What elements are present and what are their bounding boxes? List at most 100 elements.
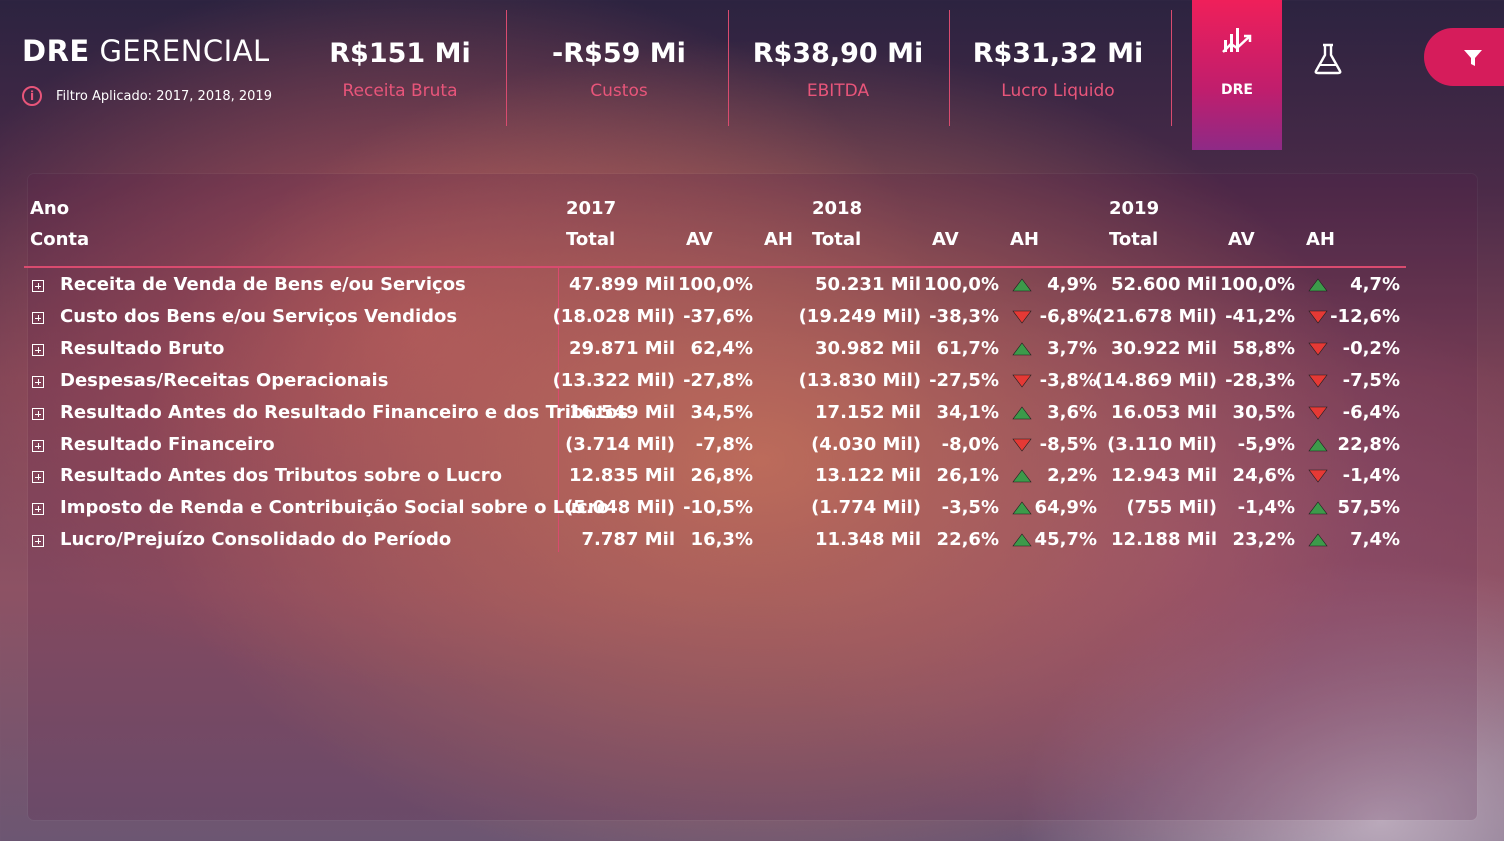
col-header-total[interactable]: Total bbox=[812, 229, 862, 250]
row-label: Resultado Antes do Resultado Financeiro … bbox=[60, 401, 629, 423]
cell-av-2018: 26,1% bbox=[936, 465, 999, 487]
table-row: Resultado Antes do Resultado Financeiro … bbox=[0, 402, 1504, 434]
table-row: Imposto de Renda e Contribuição Social s… bbox=[0, 497, 1504, 529]
kpi-value: R$151 Mi bbox=[329, 38, 471, 69]
kpi-divider bbox=[506, 10, 507, 126]
header-bar: DRE GERENCIAL i Filtro Aplicado: 2017, 2… bbox=[0, 0, 1504, 150]
title-light: GERENCIAL bbox=[99, 34, 270, 68]
cell-total-2017: 7.787 Mil bbox=[581, 529, 675, 551]
dre-button-label: DRE bbox=[1221, 82, 1253, 98]
expand-icon[interactable] bbox=[32, 375, 44, 388]
cell-total-2019: 52.600 Mil bbox=[1111, 274, 1217, 295]
cell-av-2017: 100,0% bbox=[678, 274, 753, 295]
cell-ah-2019: 22,8% bbox=[1337, 433, 1400, 455]
cell-total-2019: (755 Mil) bbox=[1126, 497, 1217, 519]
kpi-label: Receita Bruta bbox=[342, 81, 458, 101]
triangle-up-icon bbox=[1308, 438, 1328, 451]
row-label: Lucro/Prejuízo Consolidado do Período bbox=[60, 529, 452, 551]
info-icon[interactable]: i bbox=[22, 86, 42, 106]
expand-icon[interactable] bbox=[32, 535, 44, 548]
triangle-down-icon bbox=[1012, 310, 1032, 324]
expand-icon[interactable] bbox=[32, 439, 44, 452]
cell-total-2017: 16.549 Mil bbox=[569, 401, 675, 423]
triangle-down-icon bbox=[1308, 406, 1328, 420]
triangle-up-icon bbox=[1012, 342, 1032, 356]
cell-ah-2019: 57,5% bbox=[1337, 497, 1400, 519]
cell-total-2019: (14.869 Mil) bbox=[1094, 369, 1217, 391]
dre-nav-button[interactable]: DRE bbox=[1192, 0, 1282, 150]
expand-icon[interactable] bbox=[32, 311, 44, 324]
kpi-divider bbox=[1171, 10, 1172, 126]
cell-av-2018: 61,7% bbox=[936, 337, 999, 359]
year-header-2018[interactable]: 2018 bbox=[812, 198, 863, 219]
cell-av-2017: 26,8% bbox=[690, 465, 753, 487]
cell-total-2018: (13.830 Mil) bbox=[798, 369, 921, 391]
triangle-down-icon bbox=[1308, 470, 1328, 483]
kpi-custos: -R$59 Mi Custos bbox=[509, 38, 729, 101]
row-label: Despesas/Receitas Operacionais bbox=[60, 369, 389, 391]
cell-ah-2019: 4,7% bbox=[1350, 274, 1400, 295]
row-label: Imposto de Renda e Contribuição Social s… bbox=[60, 497, 609, 519]
filter-info: i Filtro Aplicado: 2017, 2018, 2019 bbox=[22, 86, 272, 106]
cell-ah-2018: 3,7% bbox=[1047, 337, 1097, 359]
table-row: Resultado Financeiro (3.714 Mil) -7,8% (4.0… bbox=[0, 434, 1504, 466]
expand-icon[interactable] bbox=[32, 407, 44, 420]
cell-av-2019: 58,8% bbox=[1232, 337, 1295, 359]
triangle-down-icon bbox=[1012, 438, 1032, 451]
cell-av-2017: 16,3% bbox=[690, 529, 753, 551]
expand-icon[interactable] bbox=[32, 280, 44, 292]
cell-av-2019: 30,5% bbox=[1232, 401, 1295, 423]
cell-av-2017: -7,8% bbox=[695, 433, 753, 455]
cell-total-2018: 30.982 Mil bbox=[815, 337, 921, 359]
cell-av-2019: 24,6% bbox=[1232, 465, 1295, 487]
col-header-ah[interactable]: AH bbox=[1010, 229, 1039, 250]
cell-total-2019: 12.943 Mil bbox=[1111, 465, 1217, 487]
expand-icon[interactable] bbox=[32, 471, 44, 484]
cell-total-2019: 30.922 Mil bbox=[1111, 337, 1217, 359]
cell-av-2018: 34,1% bbox=[936, 401, 999, 423]
cell-total-2018: 13.122 Mil bbox=[815, 465, 921, 487]
cell-av-2018: -27,5% bbox=[929, 369, 999, 391]
table-row: Resultado Bruto 29.871 Mil 62,4% 30.982 Mil… bbox=[0, 338, 1504, 370]
cell-ah-2019: 7,4% bbox=[1350, 529, 1400, 551]
cell-av-2019: 100,0% bbox=[1220, 274, 1295, 295]
row-label: Resultado Financeiro bbox=[60, 433, 275, 455]
table-row: Custo dos Bens e/ou Serviços Vendidos (18… bbox=[0, 306, 1504, 338]
triangle-up-icon bbox=[1308, 533, 1328, 547]
expand-icon[interactable] bbox=[32, 503, 44, 516]
cell-ah-2018: 45,7% bbox=[1034, 529, 1097, 551]
cell-av-2019: -28,3% bbox=[1225, 369, 1295, 391]
triangle-up-icon bbox=[1012, 406, 1032, 419]
cell-total-2018: (1.774 Mil) bbox=[811, 497, 921, 519]
filter-button[interactable] bbox=[1424, 28, 1504, 86]
column-divider bbox=[558, 268, 559, 552]
col-header-av[interactable]: AV bbox=[932, 229, 959, 250]
col-header-ah[interactable]: AH bbox=[764, 229, 793, 250]
expand-icon[interactable] bbox=[32, 343, 44, 356]
chart-trend-icon bbox=[1222, 28, 1252, 53]
cell-av-2019: -5,9% bbox=[1237, 433, 1295, 455]
triangle-up-icon bbox=[1012, 533, 1032, 547]
col-header-total[interactable]: Total bbox=[566, 229, 616, 250]
header-divider bbox=[24, 266, 1406, 268]
funnel-icon bbox=[1464, 50, 1482, 66]
table-row: Despesas/Receitas Operacionais (13.322 Mi… bbox=[0, 370, 1504, 402]
cell-av-2019: -1,4% bbox=[1237, 497, 1295, 519]
cell-total-2019: 16.053 Mil bbox=[1111, 401, 1217, 423]
triangle-up-icon bbox=[1012, 501, 1032, 515]
triangle-up-icon bbox=[1012, 469, 1032, 483]
cell-total-2017: (5.048 Mil) bbox=[565, 497, 675, 519]
cell-ah-2018: 2,2% bbox=[1047, 465, 1097, 487]
cell-total-2018: (19.249 Mil) bbox=[798, 305, 921, 327]
cell-ah-2019: -1,4% bbox=[1342, 465, 1400, 487]
col-header-av[interactable]: AV bbox=[686, 229, 713, 250]
col-header-total[interactable]: Total bbox=[1109, 229, 1159, 250]
col-header-ah[interactable]: AH bbox=[1306, 229, 1335, 250]
row-label: Resultado Bruto bbox=[60, 337, 225, 359]
year-header-2017[interactable]: 2017 bbox=[566, 198, 617, 219]
year-header-2019[interactable]: 2019 bbox=[1109, 198, 1160, 219]
flask-icon[interactable] bbox=[1312, 42, 1344, 76]
col-header-av[interactable]: AV bbox=[1228, 229, 1255, 250]
cell-av-2018: -8,0% bbox=[941, 433, 999, 455]
cell-ah-2018: 3,6% bbox=[1047, 401, 1097, 423]
